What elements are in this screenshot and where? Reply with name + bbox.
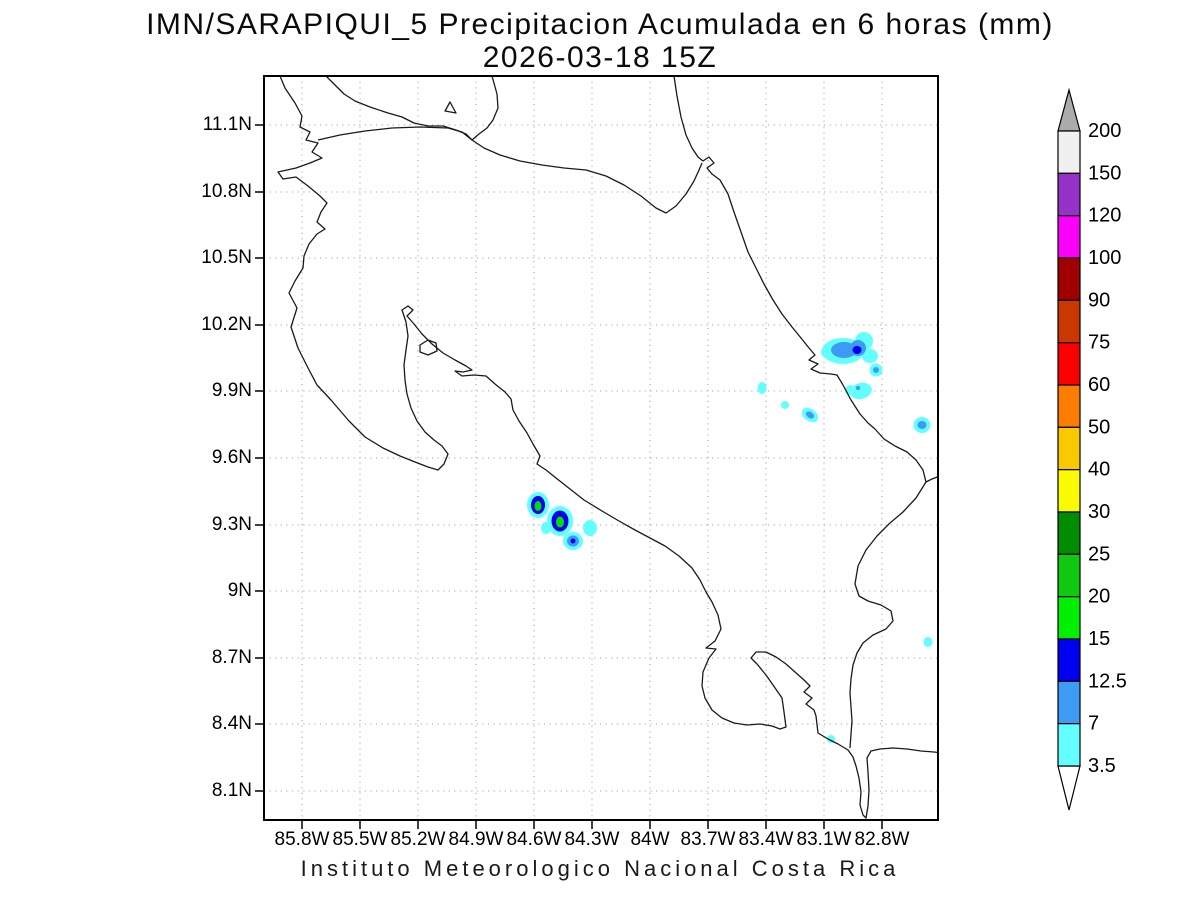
plot-title-line1: IMN/SARAPIQUI_5 Precipitacion Acumulada … [146,8,1054,41]
precip-cell [850,382,872,400]
colorbar-box [1057,299,1081,344]
x-axis-label: 84.3W [564,829,620,850]
y-axis-label: 10.5N [201,247,252,268]
colorbar-label: 90 [1088,289,1110,311]
coastline-path [673,76,938,483]
precip-cell [541,522,551,534]
y-axis-label: 8.1N [211,780,252,801]
colorbar-box [1057,680,1081,725]
plot-title-line2: 2026-03-18 15Z [482,41,718,74]
precip-cell [757,382,767,394]
y-axis-label: 9N [227,580,252,601]
y-axis-label: 9.3N [211,514,252,535]
colorbar-label: 40 [1088,459,1110,481]
precip-cell [534,501,542,511]
x-axis-label: 85.2W [390,829,446,850]
colorbar-label: 7 [1088,713,1099,735]
colorbar-box [1057,172,1081,217]
colorbar-label: 25 [1088,543,1110,565]
coastline-path [317,126,703,214]
y-axis-label: 8.4N [211,713,252,734]
y-axis-label: 10.8N [201,181,252,202]
colorbar-label: 150 [1088,162,1121,184]
x-axis-label: 85.5W [332,829,388,850]
colorbar-label: 20 [1088,586,1110,608]
x-axis-label: 83.4W [738,829,794,850]
footer-text: Instituto Meteorologico Nacional Costa R… [300,856,900,881]
colorbar-box [1057,215,1081,259]
colorbar-box [1057,384,1081,428]
x-axis-label: 84.9W [448,829,504,850]
y-axis-label: 9.9N [211,380,252,401]
colorbar-label: 60 [1088,374,1110,396]
x-axis-label: 84W [630,829,670,850]
coastline-path [325,76,499,141]
colorbar-label: 100 [1088,247,1121,269]
colorbar-box [1057,723,1081,767]
colorbar-box [1057,596,1081,640]
x-axis-label: 84.6W [506,829,562,850]
colorbar-box [1057,130,1081,174]
precip-cell [570,538,576,544]
precip-cell [583,520,597,536]
precip-cell [781,401,789,409]
colorbar-box [1057,257,1081,301]
precip-cell [862,349,878,363]
y-axis-label: 11.1N [202,114,252,135]
colorbar-label: 75 [1088,332,1110,354]
precip-cell [852,346,862,354]
map-svg [255,75,939,829]
coastline-path [444,101,457,114]
colorbar-box [1057,469,1081,513]
precip-cell [873,367,879,373]
colorbar-box [1057,638,1081,682]
colorbar-box [1057,342,1081,386]
precip-cell [845,385,855,395]
y-axis-label: 8.7N [211,647,252,668]
precip-cell [805,411,815,419]
precip-cell [855,385,861,391]
plot-title: IMN/SARAPIQUI_5 Precipitacion Acumulada … [0,8,1200,74]
map-plot-area [255,75,939,829]
colorbar-label: 3.5 [1088,755,1116,777]
x-axis-label: 83.1W [796,829,852,850]
colorbar-arrow-down [1057,765,1081,811]
colorbar-label: 15 [1088,628,1110,650]
precip-cell [923,637,933,647]
coastline-path [419,339,438,356]
colorbar: 200 150 120 100 90 75 60 50 40 30 25 20 15 12.5 7 3.5 [1057,87,1127,811]
plot-border [263,75,939,821]
y-axis-label: 10.2N [201,314,252,335]
coastline-path [849,481,927,749]
colorbar-arrow-up [1057,87,1081,132]
y-axis-label: 9.6N [211,447,252,468]
precip-cell [917,421,927,429]
colorbar-box [1057,553,1081,598]
coastline-path [277,76,938,819]
colorbar-label: 30 [1088,501,1110,523]
x-axis-label: 83.7W [680,829,736,850]
colorbar-label: 200 [1088,120,1121,142]
colorbar-label: 50 [1088,416,1110,438]
colorbar-box [1057,426,1081,471]
precip-cell [556,516,564,528]
x-axis-label: 82.8W [854,829,910,850]
colorbar-label: 120 [1088,205,1121,227]
colorbar-label: 12.5 [1088,670,1127,692]
x-axis-label: 85.8W [274,829,330,850]
colorbar-box [1057,511,1081,555]
